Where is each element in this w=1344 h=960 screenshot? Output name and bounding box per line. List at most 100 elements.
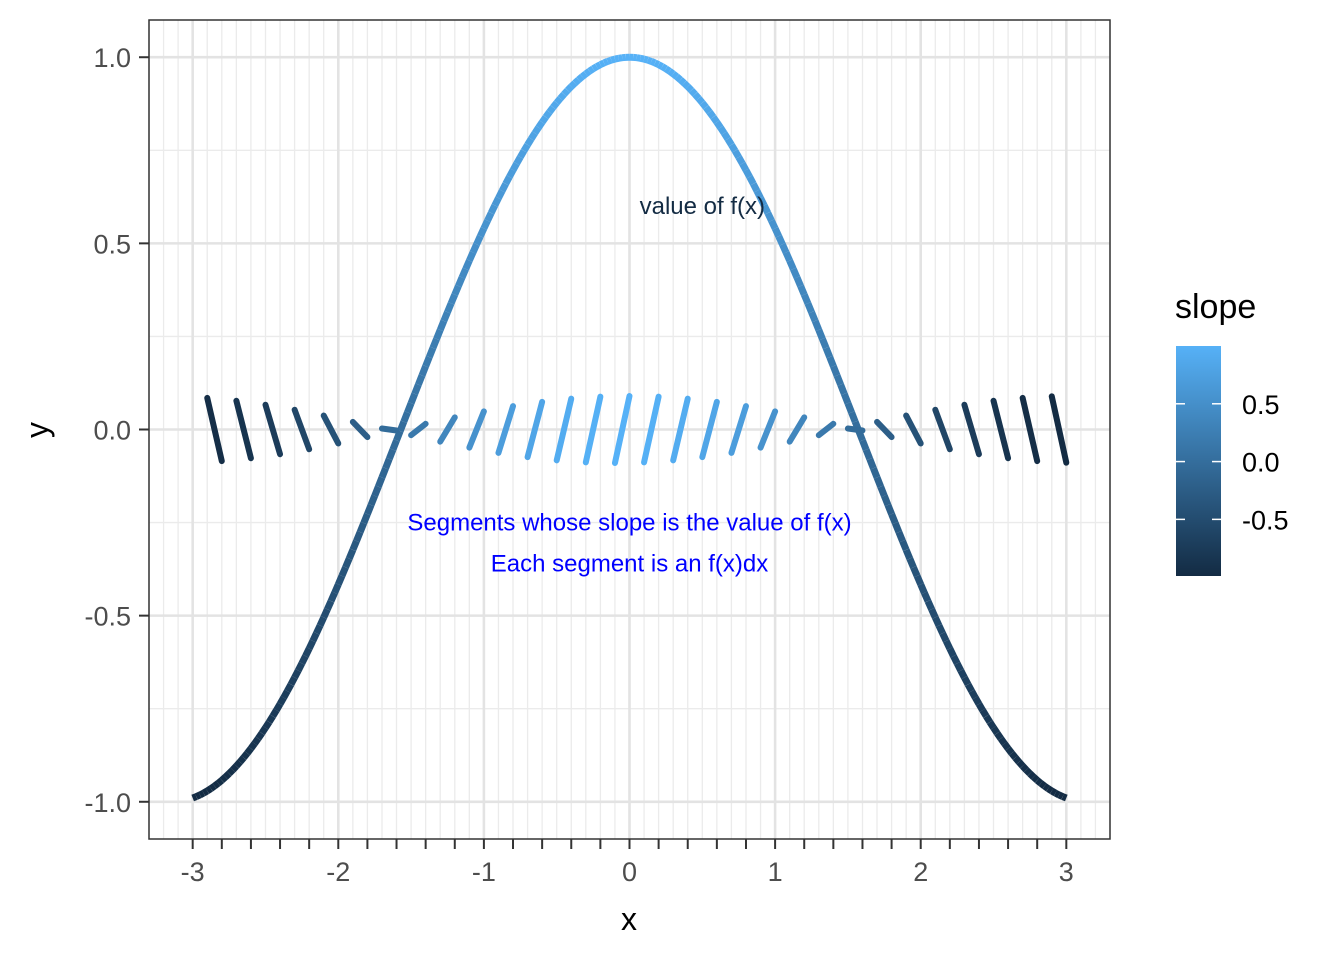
curve-segment [692,91,702,101]
curve-segment [771,226,782,238]
curve-segment [491,196,502,208]
curve-segment [251,736,262,746]
curve-segment [968,689,979,700]
curve-segment [1053,789,1061,799]
curve-segment [735,155,746,166]
curve-segment [415,374,426,386]
curve-segment [681,80,691,90]
curve-segment [746,175,757,186]
curve-segment [610,55,616,64]
slope-segment [932,406,953,453]
curve-segment [557,91,567,101]
curve-segment [466,250,477,263]
curve-segment [1016,759,1026,769]
curve-segment [695,96,705,106]
annotation-value-label: value of f(x) [640,193,765,220]
annotations: value of f(x) Segments whose slope is th… [407,193,851,577]
slope-segment [320,412,342,447]
curve-segment [943,639,953,651]
curve-segment [924,599,935,611]
curve-segment [800,293,812,305]
curve-segment [1023,767,1033,777]
curve-segment [753,189,764,200]
curve-segment [764,211,775,223]
curve-segment [580,71,588,80]
curve-segment [877,485,888,498]
slope-segment [524,398,546,461]
slope-segment [641,393,662,466]
curve-segment [1031,774,1040,783]
curve-segment [935,623,946,635]
curve-segment [576,74,585,83]
grid [148,20,1111,839]
curve-segment [598,59,606,68]
x-tick-label: -2 [326,857,350,887]
curve-segment [382,457,393,470]
curve-segment [990,725,1001,736]
curve-segment [1005,746,1015,756]
y-tick-label: -1.0 [84,788,131,818]
curve-segment [975,702,986,712]
slope-segment [553,395,575,464]
curve-segment [327,591,338,603]
curve-segment [895,530,906,543]
slope-segment [874,418,895,441]
curve-segment [546,105,556,115]
curve-segment [258,725,269,736]
x-tick-label: -3 [181,857,205,887]
curve-segment [793,276,804,288]
slope-segment [349,418,371,441]
curve-segment [324,599,335,611]
x-tick-label: 3 [1059,857,1074,887]
slope-segment [233,397,254,462]
curve-segment [517,149,527,159]
curve-segment [724,137,735,147]
curve-segment [520,142,531,153]
curve-segment [248,741,258,751]
curve-segment [983,714,993,724]
curve-segment [237,755,247,765]
curve-segment [528,131,538,141]
curve-segment [656,61,664,70]
curve-segment [667,68,676,77]
curve-segment [255,731,265,741]
curve-segment [844,401,855,414]
curve-segment [393,429,404,442]
curve-segment [480,219,491,230]
curve-segment [244,746,254,756]
curve-segment [539,115,549,125]
curve-segment [706,110,717,120]
y-tick-label: 1.0 [93,43,131,73]
curve-segment [215,777,225,786]
curve-segment [287,675,298,687]
curve-segment [233,759,243,769]
curve-segment [535,120,546,130]
curve-segment [710,115,720,125]
slope-segments [204,392,1070,467]
slope-segment [408,420,429,439]
curve-segment [618,54,623,62]
curve-segment [201,787,209,797]
slope-segment [1019,394,1041,465]
curve-segment [721,131,731,141]
curve-segment [451,284,462,296]
curve-segment [848,411,859,424]
curve-segment [1012,755,1022,765]
curve-segment [498,182,509,193]
curve-segment [473,234,484,246]
curve-segment [986,720,997,730]
curve-segment [338,565,349,578]
curve-segment [761,203,771,215]
curve-segment [375,476,386,488]
curve-segment [953,661,964,673]
curve-segment [223,771,232,780]
curve-segment [506,168,517,179]
curve-segment [298,654,309,665]
curve-segment [488,203,498,215]
slope-segment [378,425,400,434]
curve-segment [884,503,895,516]
curve-segment [997,736,1008,746]
curve-segment [568,80,578,90]
curve-segment [815,328,826,341]
